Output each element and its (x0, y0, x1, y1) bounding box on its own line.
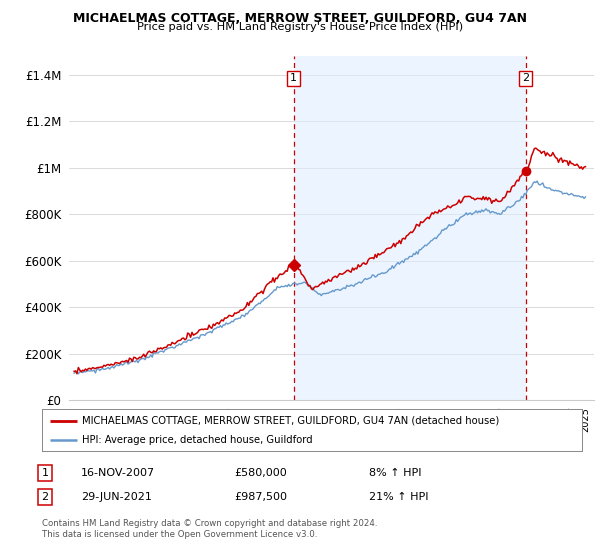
Text: MICHAELMAS COTTAGE, MERROW STREET, GUILDFORD, GU4 7AN (detached house): MICHAELMAS COTTAGE, MERROW STREET, GUILD… (83, 416, 500, 426)
Text: 1: 1 (290, 73, 297, 83)
Text: 16-NOV-2007: 16-NOV-2007 (81, 468, 155, 478)
Text: 1: 1 (41, 468, 49, 478)
Text: 29-JUN-2021: 29-JUN-2021 (81, 492, 152, 502)
Text: £987,500: £987,500 (234, 492, 287, 502)
Bar (293, 56, 526, 400)
Text: HPI: Average price, detached house, Guildford: HPI: Average price, detached house, Guil… (83, 435, 313, 445)
Text: MICHAELMAS COTTAGE, MERROW STREET, GUILDFORD, GU4 7AN: MICHAELMAS COTTAGE, MERROW STREET, GUILD… (73, 12, 527, 25)
Text: 2: 2 (522, 73, 529, 83)
Text: 21% ↑ HPI: 21% ↑ HPI (369, 492, 428, 502)
Text: £580,000: £580,000 (234, 468, 287, 478)
Text: 2: 2 (41, 492, 49, 502)
Text: Contains HM Land Registry data © Crown copyright and database right 2024.: Contains HM Land Registry data © Crown c… (42, 519, 377, 528)
Text: Price paid vs. HM Land Registry's House Price Index (HPI): Price paid vs. HM Land Registry's House … (137, 22, 463, 32)
Text: 8% ↑ HPI: 8% ↑ HPI (369, 468, 421, 478)
Text: This data is licensed under the Open Government Licence v3.0.: This data is licensed under the Open Gov… (42, 530, 317, 539)
